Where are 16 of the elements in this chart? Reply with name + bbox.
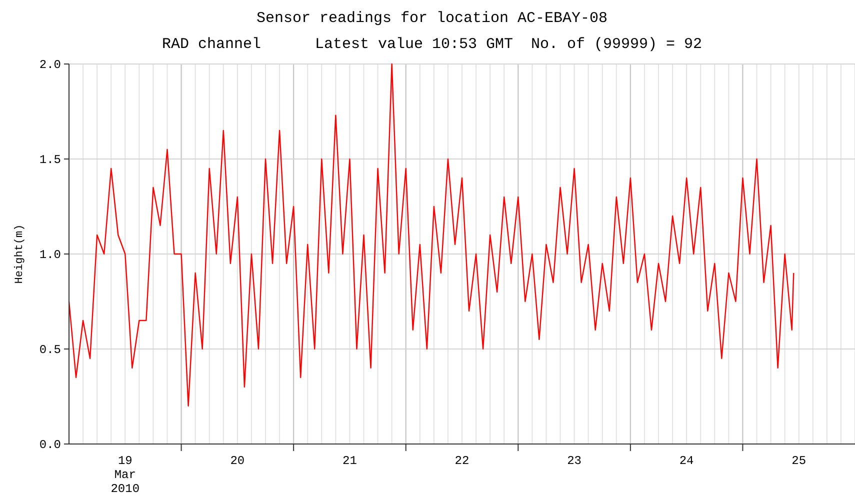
x-tick-label: 22: [454, 454, 470, 468]
line-series: [68, 63, 794, 407]
x-tick-label: 19 Mar 2010: [110, 454, 140, 496]
x-tick-label: 20: [230, 454, 245, 468]
chart-subtitle: RAD channel Latest value 10:53 GMT No. of (99999) = 92: [162, 36, 702, 53]
y-tick-label: 2.0: [39, 58, 61, 72]
x-tick-label: 24: [679, 454, 694, 468]
y-tick-label: 1.5: [39, 153, 61, 167]
x-tick-label: 25: [792, 454, 806, 468]
y-tick-label: 0.0: [39, 438, 61, 452]
x-tick-label: 21: [342, 454, 357, 468]
y-tick-label: 0.5: [39, 343, 61, 357]
chart-title: Sensor readings for location AC-EBAY-08: [256, 10, 608, 27]
x-tick-label: 23: [567, 454, 582, 468]
y-tick-label: 1.0: [39, 248, 61, 262]
y-axis-title: Height(m): [14, 224, 26, 284]
